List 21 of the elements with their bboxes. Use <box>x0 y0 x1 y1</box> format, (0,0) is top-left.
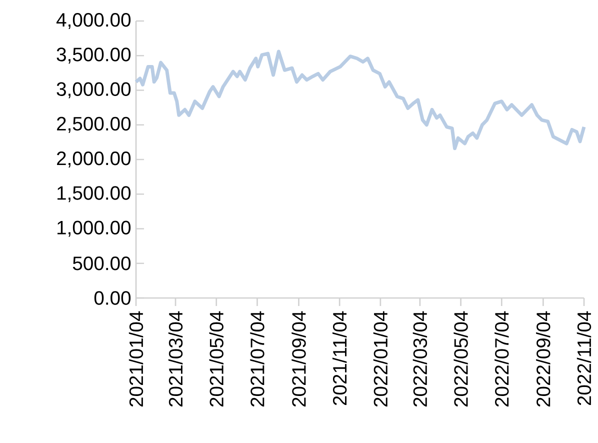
x-tick-label: 2022/03/04 <box>412 311 428 406</box>
y-tick-label: 3,000.00 <box>56 82 131 98</box>
x-tick-label: 2022/01/04 <box>373 311 388 406</box>
y-tick-label: 0.00 <box>94 291 131 305</box>
x-tick-label: 2021/01/04 <box>128 311 144 406</box>
y-tick-label: 4,000.00 <box>56 13 131 29</box>
y-tick-label: 3,500.00 <box>56 48 131 64</box>
x-tick-label: 2021/07/04 <box>250 311 264 406</box>
y-tick-label: 500.00 <box>72 256 131 270</box>
x-tick-label: 2022/07/04 <box>494 311 509 406</box>
x-tick-label: 2022/11/04 <box>576 311 592 406</box>
x-tick-label: 2021/05/04 <box>209 311 224 406</box>
x-tick-label: 2021/03/04 <box>168 311 183 406</box>
y-tick-label: 1,500.00 <box>58 186 131 202</box>
x-tick-label: 2021/11/04 <box>332 311 347 406</box>
y-tick-label: 2,500.00 <box>57 116 131 133</box>
x-tick-label: 2022/09/04 <box>536 311 550 406</box>
x-tick-label: 2022/05/04 <box>454 311 468 406</box>
y-tick-label: 1,000.00 <box>58 220 131 237</box>
x-tick-label: 2021/09/04 <box>292 311 306 406</box>
y-tick-label: 2,000.00 <box>57 152 131 168</box>
